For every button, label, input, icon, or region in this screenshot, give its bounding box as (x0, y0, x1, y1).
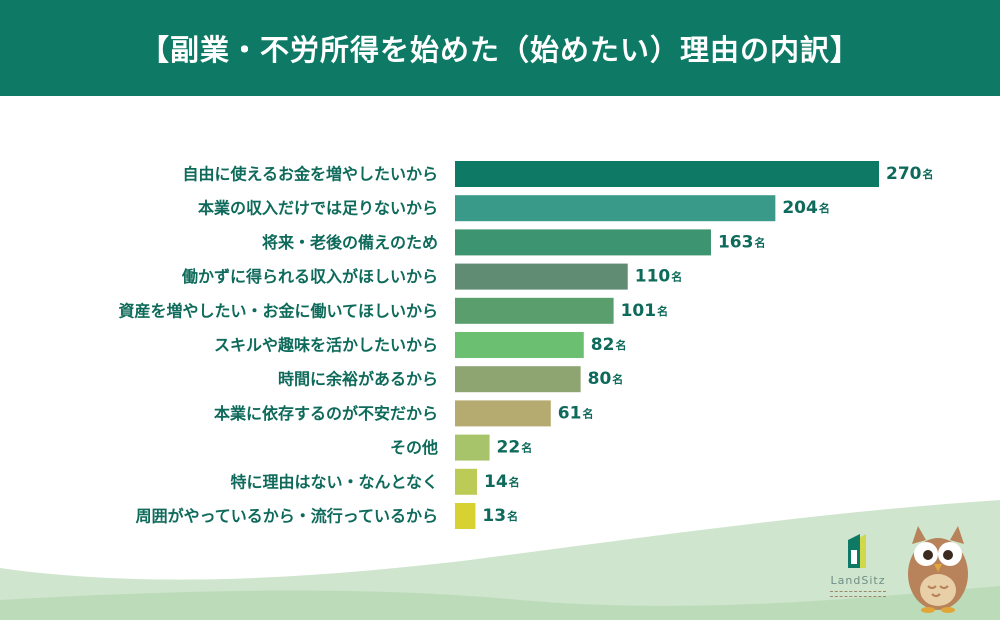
bar (455, 297, 614, 324)
category-label: スキルや趣味を活かしたいから (214, 336, 438, 355)
bar (455, 161, 879, 187)
bar (455, 332, 584, 358)
value-label: 101名 (621, 301, 669, 321)
value-label: 204名 (782, 198, 830, 218)
bar (455, 263, 628, 290)
category-label: 本業に依存するのが不安だから (214, 404, 438, 423)
bar (455, 434, 490, 461)
value-label: 61名 (558, 403, 594, 423)
value-label: 13名 (482, 506, 518, 526)
house-logo-icon (848, 534, 866, 568)
bar (455, 366, 581, 393)
value-label: 82名 (591, 335, 627, 355)
bar (455, 400, 551, 427)
value-label: 270名 (886, 164, 934, 184)
page-title: 【副業・不労所得を始めた（始めたい）理由の内訳】 (139, 33, 860, 67)
category-label: その他 (390, 438, 438, 457)
category-label: 本業の収入だけでは足りないから (198, 199, 438, 218)
category-label: 働かずに得られる収入がほしいから (181, 267, 438, 286)
brand-logo: LandSitz (822, 528, 894, 608)
bar (455, 503, 476, 529)
category-label: 周囲がやっているから・流行っているから (136, 507, 438, 526)
category-label: 将来・老後の備えのため (262, 233, 438, 252)
category-label: 時間に余裕があるから (278, 370, 438, 389)
category-label: 資産を増やしたい・お金に働いてほしいから (118, 301, 438, 320)
owl-icon (908, 526, 968, 613)
brand-name: LandSitz (830, 574, 886, 587)
category-label: 自由に使えるお金を増やしたいから (182, 165, 438, 184)
bar (455, 468, 477, 495)
header-banner: 【副業・不労所得を始めた（始めたい）理由の内訳】 (0, 0, 1000, 96)
value-label: 80名 (588, 369, 624, 389)
value-label: 22名 (497, 438, 533, 458)
value-label: 163名 (718, 232, 766, 252)
category-label: 特に理由はない・なんとなく (230, 472, 438, 491)
value-label: 110名 (635, 267, 683, 287)
bar (455, 229, 711, 256)
bar (455, 195, 776, 222)
brand-underline (830, 591, 886, 597)
value-label: 14名 (484, 472, 520, 492)
